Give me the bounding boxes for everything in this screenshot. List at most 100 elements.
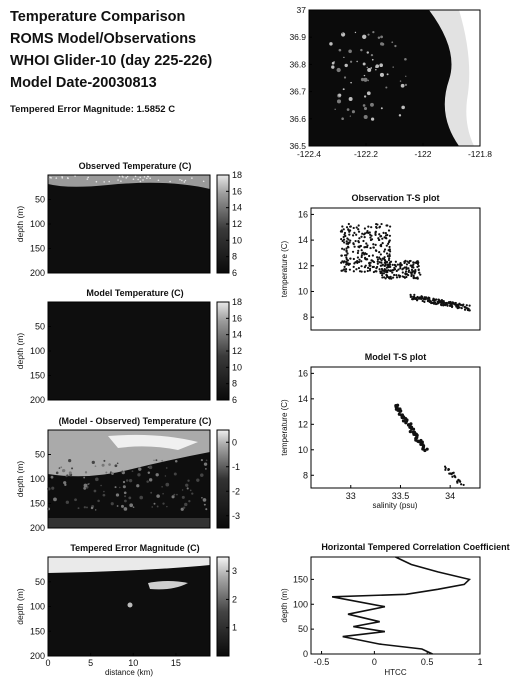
ts-point — [378, 268, 381, 271]
diff-speckle — [151, 506, 154, 508]
ts-point — [384, 236, 388, 240]
colorbar — [216, 556, 230, 657]
diff-speckle — [156, 505, 159, 508]
ts-point — [406, 260, 409, 263]
surface-speckle — [61, 177, 64, 179]
ts-point — [411, 298, 414, 301]
ts-point — [395, 276, 399, 279]
ts-point — [409, 293, 412, 296]
ts-point — [456, 307, 459, 310]
ts-point — [387, 249, 390, 252]
surface-speckle — [49, 176, 51, 179]
ts-point — [412, 261, 415, 264]
ts-point — [342, 238, 346, 241]
ts-point — [340, 237, 343, 241]
ts-point — [360, 255, 363, 259]
map-speckle — [343, 56, 345, 59]
ts-point — [344, 270, 347, 273]
surface-speckle — [143, 176, 146, 178]
diff-speckle — [162, 492, 164, 495]
ts-point — [371, 254, 374, 257]
section-ytick-label: 100 — [30, 346, 45, 356]
diff-speckle — [122, 480, 126, 484]
colorbar-tick-label: 6 — [232, 268, 237, 278]
ts-point — [342, 235, 345, 239]
ts-point — [380, 245, 383, 248]
surface-speckle — [118, 175, 121, 178]
ts-point — [364, 232, 367, 235]
ts-point — [440, 303, 443, 306]
diff-speckle — [174, 459, 178, 463]
surface-speckle — [139, 176, 142, 179]
ts-point — [375, 270, 378, 273]
ts-point — [379, 235, 382, 238]
ts-point — [446, 304, 449, 307]
colorbar-tick-label: 18 — [232, 170, 242, 180]
ts-point — [398, 276, 401, 279]
ts-point — [353, 245, 356, 248]
ts-point — [372, 260, 375, 263]
section-ytick-label: 200 — [30, 651, 45, 661]
diff-speckle — [114, 486, 117, 489]
ts-point — [385, 252, 389, 255]
diff-speckle — [205, 459, 208, 462]
ts-point — [378, 226, 381, 229]
map-speckle — [370, 102, 374, 107]
ts-point — [411, 430, 415, 434]
ts-point — [356, 261, 359, 264]
ts-point — [404, 270, 408, 273]
ts-point — [341, 260, 344, 263]
diff-speckle — [176, 493, 178, 496]
ts-point — [372, 243, 375, 246]
ts-point — [349, 225, 352, 228]
ts-point — [430, 301, 433, 304]
htcc-panel: Horizontal Tempered Correlation Coeffici… — [280, 542, 510, 677]
ts-point — [361, 232, 364, 235]
ts-point — [403, 266, 406, 269]
ts-point — [395, 406, 399, 410]
ts-point — [403, 260, 406, 264]
ts-point — [383, 270, 386, 273]
section-ytick-label: 50 — [35, 577, 45, 587]
ts-point — [385, 269, 388, 272]
ts-point — [421, 299, 424, 303]
ts-point — [450, 302, 453, 305]
diff-speckle — [100, 484, 102, 487]
map-speckle — [375, 68, 377, 71]
map-speckle — [348, 97, 353, 101]
colorbar-tick-label: 1 — [232, 623, 237, 633]
ts-point — [343, 241, 346, 244]
ts-point — [358, 258, 361, 261]
map-speckle — [379, 72, 385, 77]
xtick-label: 33 — [346, 491, 356, 501]
surface-speckle — [184, 179, 187, 182]
diff-speckle — [119, 486, 121, 489]
diff-speckle — [153, 502, 156, 505]
surface-speckle — [103, 181, 105, 183]
ts-point — [378, 251, 381, 254]
ts-point — [387, 269, 390, 272]
ts-point — [451, 475, 454, 478]
surface-speckle — [95, 180, 98, 183]
ts-point — [352, 257, 355, 261]
ts-point — [379, 253, 382, 256]
map-speckle — [338, 48, 342, 52]
ts-point — [447, 301, 451, 304]
ts-point — [453, 303, 456, 306]
diff-speckle — [122, 485, 126, 489]
ts-point — [399, 262, 402, 265]
map-speckle — [399, 80, 402, 82]
ts-point — [391, 271, 394, 274]
error-spot — [127, 602, 133, 608]
diff-speckle — [83, 486, 87, 490]
ts-point — [369, 236, 372, 239]
ts-point — [381, 263, 384, 266]
map-speckle — [398, 114, 402, 117]
ts-point — [355, 268, 358, 271]
map-xtick-label: -122.2 — [354, 149, 378, 159]
diff-speckle — [116, 505, 119, 507]
ts-point — [384, 263, 387, 266]
ts-point — [356, 256, 360, 259]
surface-speckle — [202, 180, 205, 183]
